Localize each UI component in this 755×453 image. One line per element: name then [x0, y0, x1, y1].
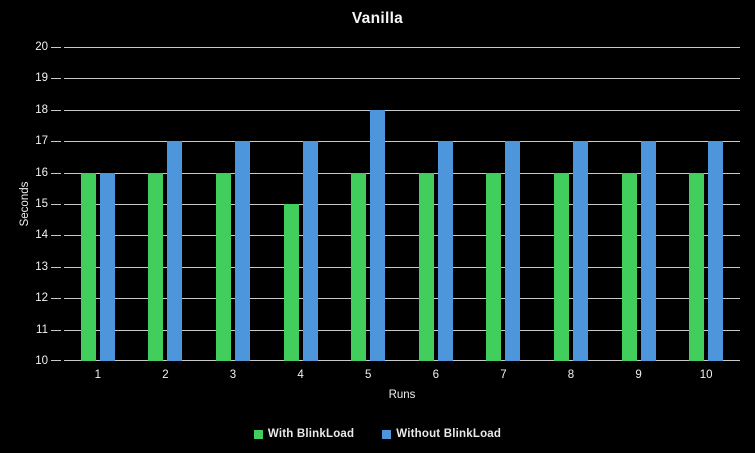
x-tick-label: 9 — [635, 369, 642, 381]
y-tick-mark — [51, 78, 61, 80]
x-axis-label: Runs — [388, 389, 416, 401]
gridline — [64, 266, 740, 268]
legend: With BlinkLoad Without BlinkLoad — [0, 428, 755, 440]
bar-group-run-2 — [132, 47, 200, 361]
gridline — [64, 204, 740, 205]
bar-group-run-6 — [402, 47, 470, 361]
y-tick-mark — [51, 298, 61, 300]
bar-without-blinkload-run-2 — [167, 141, 183, 361]
x-tick-label: 10 — [699, 369, 713, 381]
bar-with-blinkload-run-9 — [621, 172, 637, 361]
y-tick-label: 19 — [35, 72, 48, 85]
bar-without-blinkload-run-9 — [640, 141, 656, 361]
bar-group-run-10 — [672, 47, 740, 361]
bar-without-blinkload-run-6 — [437, 141, 453, 361]
y-tick-label: 17 — [35, 135, 48, 148]
bar-group-run-7 — [470, 47, 538, 361]
gridline — [64, 78, 740, 80]
y-tick-label: 10 — [35, 355, 48, 367]
gridline — [64, 47, 740, 48]
y-tick-mark — [51, 141, 61, 143]
bar-with-blinkload-run-8 — [553, 172, 569, 361]
y-tick-label: 14 — [35, 229, 48, 242]
bar-with-blinkload-run-6 — [418, 172, 434, 361]
x-tick-label: 8 — [567, 369, 575, 381]
bar-with-blinkload-run-1 — [80, 172, 96, 361]
x-tick-label: 3 — [229, 369, 237, 381]
bar-group-run-8 — [537, 47, 605, 361]
y-tick-label: 12 — [35, 292, 48, 305]
bar-without-blinkload-run-5 — [370, 109, 386, 361]
y-tick-mark — [51, 329, 61, 331]
bar-without-blinkload-run-3 — [234, 141, 250, 361]
legend-swatch-green-icon — [253, 429, 263, 439]
chart-title: Vanilla — [351, 10, 404, 27]
y-tick-label: 16 — [35, 166, 48, 179]
plot-area: 10 11 12 13 14 15 16 17 18 19 20 1 2 3 4 5 6 7 8 9 10 — [35, 41, 740, 381]
bar-with-blinkload-run-5 — [351, 172, 367, 361]
gridline — [64, 329, 740, 331]
gridline — [64, 360, 740, 361]
x-tick-label: 6 — [432, 369, 439, 381]
bar-without-blinkload-run-8 — [572, 141, 588, 361]
x-tick-label: 4 — [297, 369, 304, 381]
y-tick-label: 15 — [35, 198, 48, 210]
y-tick-mark — [51, 109, 61, 111]
x-tick-label: 2 — [162, 369, 169, 381]
y-tick-label: 20 — [35, 41, 48, 53]
gridline — [64, 141, 740, 143]
bar-group-run-9 — [605, 47, 673, 361]
bar-group-run-5 — [334, 47, 402, 361]
legend-label-without-blinkload: Without BlinkLoad — [396, 428, 502, 440]
legend-label-with-blinkload: With BlinkLoad — [267, 428, 355, 440]
y-tick-label: 18 — [35, 103, 48, 116]
bar-with-blinkload-run-7 — [486, 172, 502, 361]
gridline — [64, 235, 740, 237]
y-tick-mark — [51, 266, 61, 268]
y-tick-label: 13 — [35, 260, 48, 273]
y-tick-label: 11 — [36, 323, 48, 336]
gridline — [64, 109, 740, 111]
bar-without-blinkload-run-7 — [505, 141, 521, 361]
y-tick-mark — [51, 235, 61, 237]
bar-with-blinkload-run-10 — [689, 172, 705, 361]
legend-swatch-blue-icon — [382, 429, 392, 439]
x-tick-label: 5 — [364, 369, 372, 381]
bar-with-blinkload-run-4 — [283, 204, 299, 361]
y-tick-mark — [51, 47, 61, 48]
x-tick-label: 1 — [94, 369, 101, 381]
y-tick-mark — [51, 204, 61, 205]
y-tick-mark — [51, 172, 61, 174]
gridline — [64, 172, 740, 174]
bar-group-run-4 — [267, 47, 335, 361]
bar-group-run-3 — [199, 47, 267, 361]
x-tick-label: 7 — [500, 369, 507, 381]
bar-without-blinkload-run-1 — [99, 172, 115, 361]
bar-with-blinkload-run-3 — [215, 172, 231, 361]
bar-without-blinkload-run-10 — [708, 141, 724, 361]
gridline — [64, 298, 740, 300]
legend-item-without-blinkload: Without BlinkLoad — [382, 428, 501, 440]
bar-group-run-1 — [64, 47, 132, 361]
bar-with-blinkload-run-2 — [148, 172, 164, 361]
bar-without-blinkload-run-4 — [302, 141, 318, 361]
legend-item-with-blinkload: With BlinkLoad — [253, 428, 355, 440]
y-tick-mark — [51, 360, 61, 361]
